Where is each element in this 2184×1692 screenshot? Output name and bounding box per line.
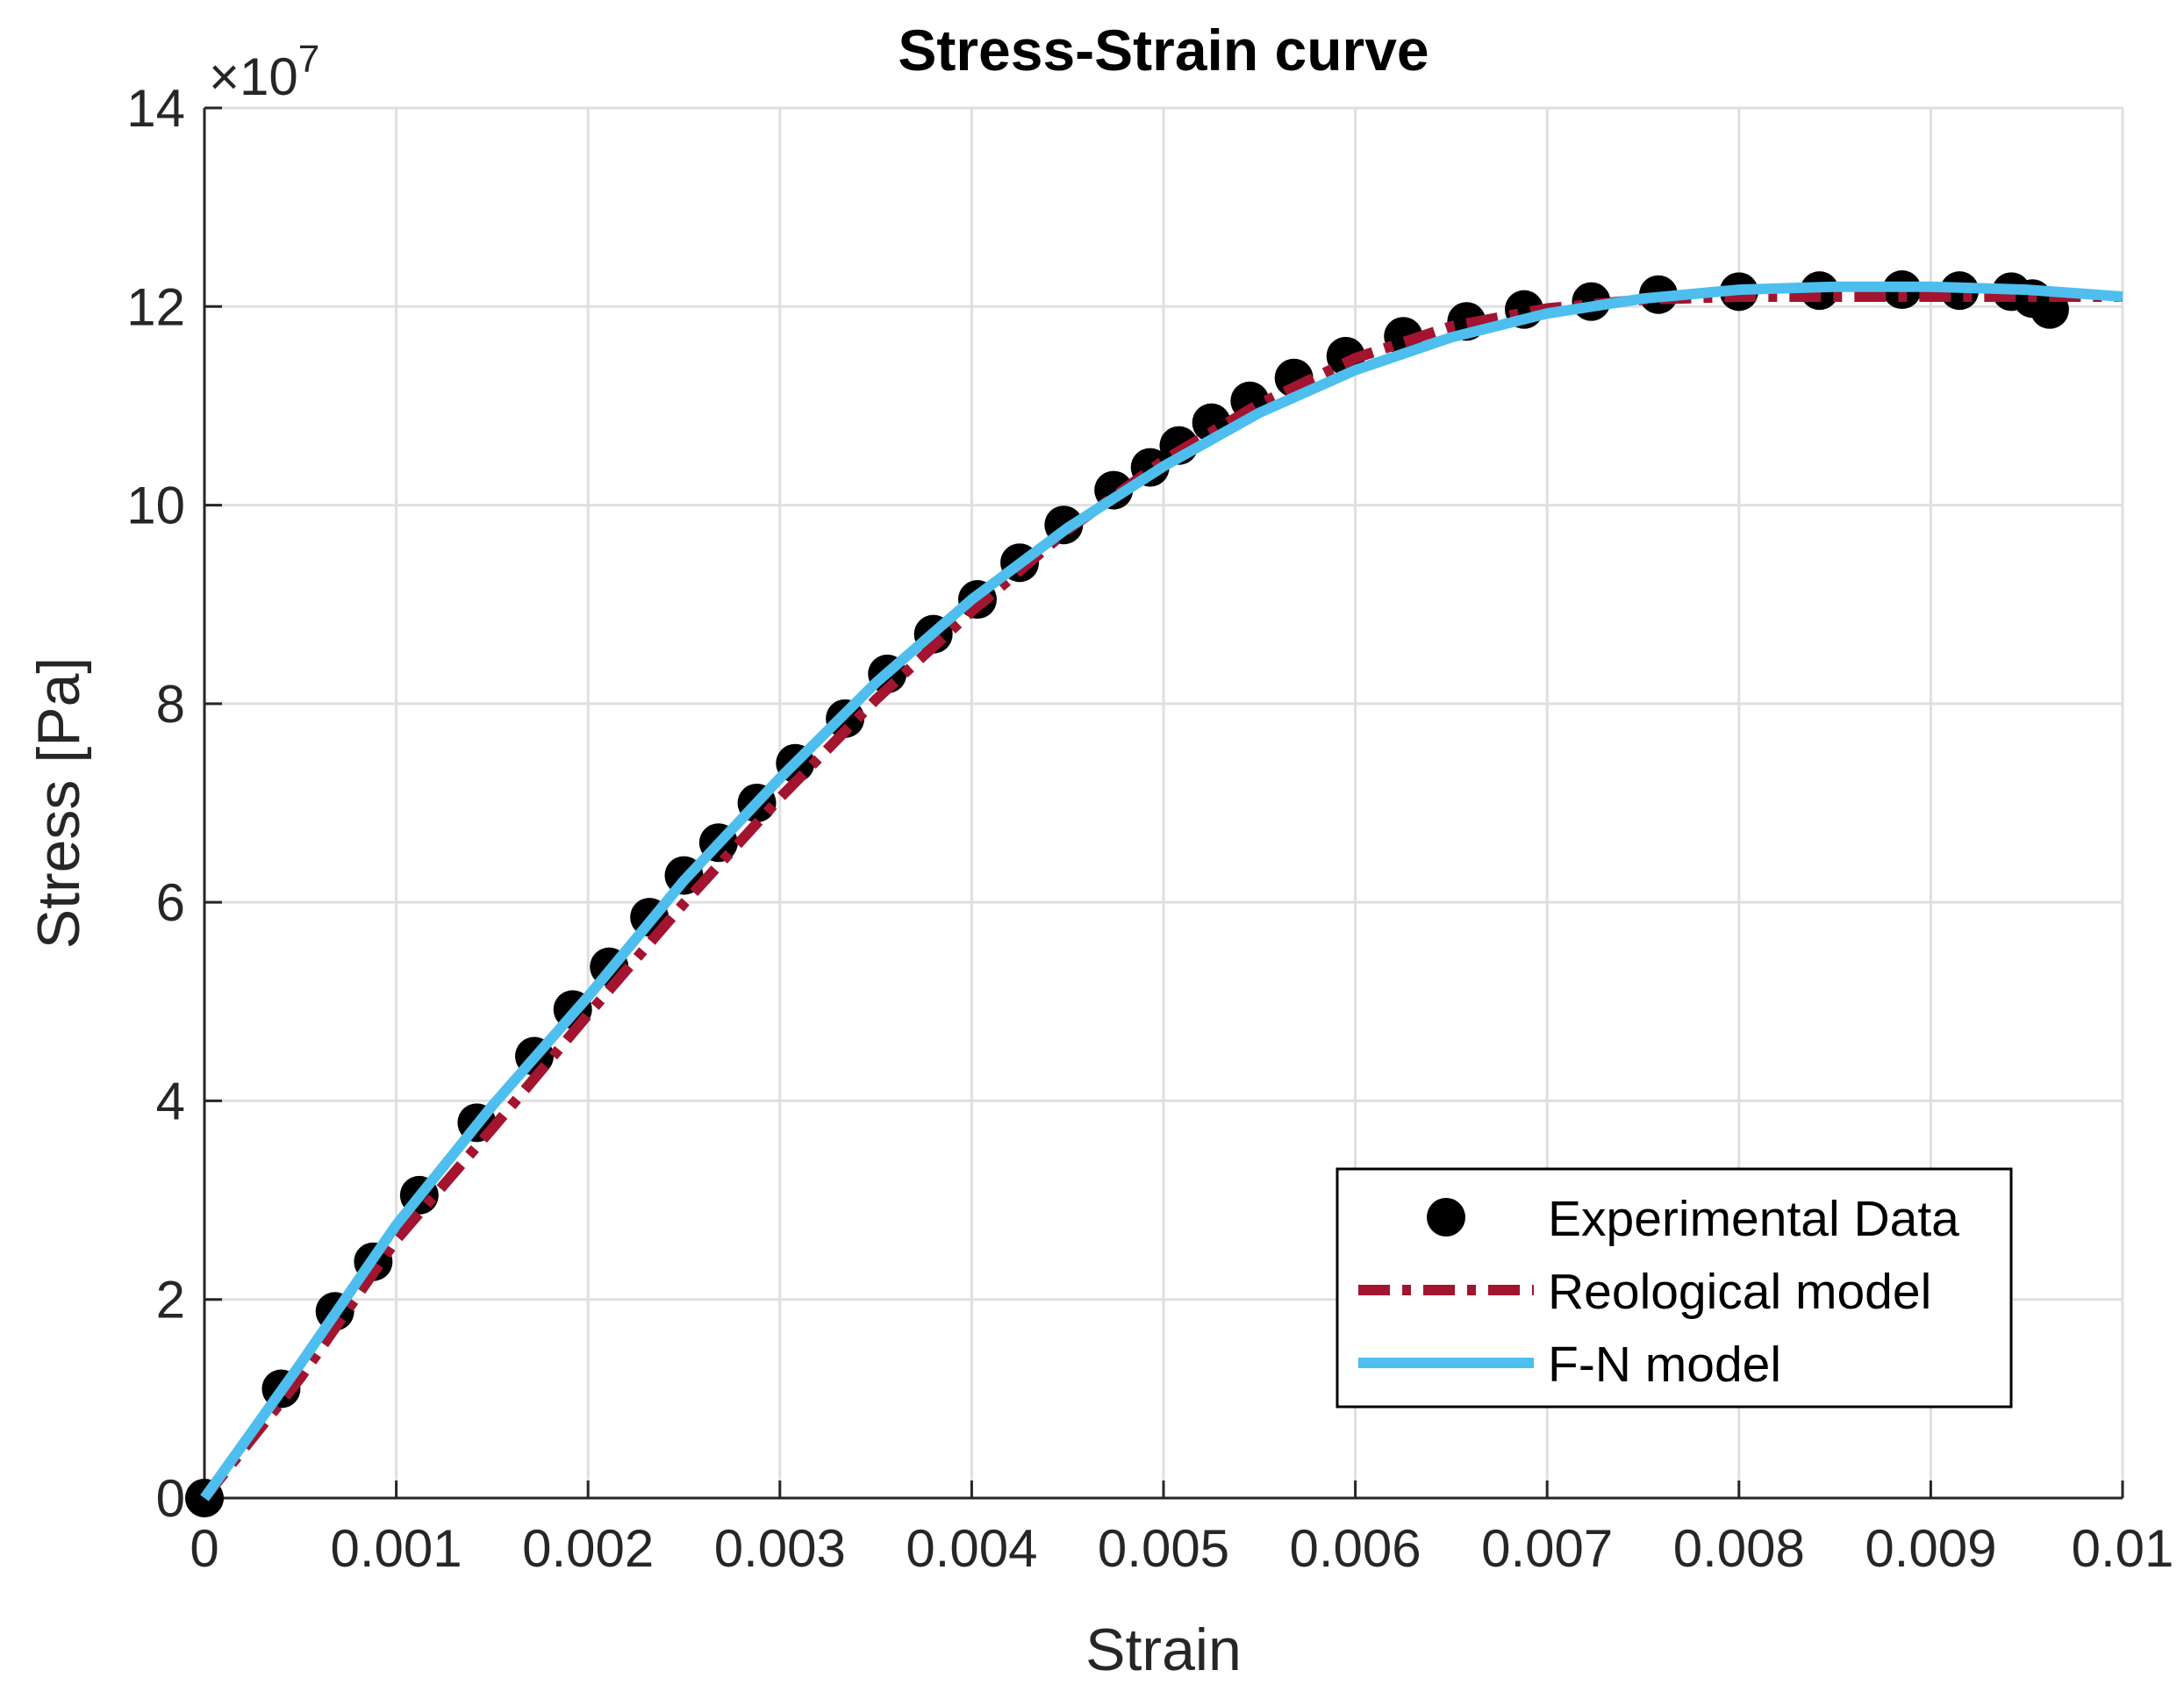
legend-marker-experimental: [1427, 1198, 1465, 1237]
x-tick-label: 0.008: [1673, 1519, 1805, 1578]
y-exponent-base: ×10: [209, 47, 298, 106]
x-tick-label: 0.004: [906, 1519, 1037, 1578]
legend: Experimental Data Reological model F-N m…: [1335, 1167, 2013, 1409]
y-exponent-label: ×107: [209, 38, 319, 106]
y-tick-label: 12: [126, 277, 185, 336]
reological-model-line: [200, 291, 2123, 1502]
y-exponent-power: 7: [298, 38, 319, 81]
y-tick-label: 14: [126, 79, 185, 138]
x-tick-label: 0: [190, 1519, 218, 1578]
y-axis-label: Stress [Pa]: [25, 657, 92, 950]
x-axis-label: Strain: [1085, 1617, 1242, 1683]
series-layer: [185, 270, 2123, 1517]
chart-title: Stress-Strain curve: [898, 18, 1429, 82]
legend-label-experimental: Experimental Data: [1548, 1191, 1959, 1247]
y-tick-label: 6: [156, 873, 185, 932]
x-tick-label: 0.001: [331, 1519, 462, 1578]
x-tick-label: 0.002: [522, 1519, 654, 1578]
y-tick-label: 10: [126, 477, 185, 535]
y-tick-label: 4: [156, 1072, 185, 1130]
y-tick-label: 8: [156, 675, 185, 734]
x-tick-label: 0.01: [2072, 1519, 2174, 1578]
x-tick-label: 0.009: [1865, 1519, 1996, 1578]
y-tick-label: 2: [156, 1271, 185, 1330]
y-tick-label: 0: [156, 1469, 185, 1528]
x-tick-label: 0.005: [1098, 1519, 1229, 1578]
x-tick-label: 0.006: [1290, 1519, 1421, 1578]
x-tick-label: 0.003: [714, 1519, 846, 1578]
fn-model-line: [200, 281, 2123, 1502]
tick-labels: 0 0.001 0.002 0.003 0.004 0.005 0.006 0.007 0.00…: [126, 79, 2173, 1578]
x-tick-label: 0.007: [1481, 1519, 1613, 1578]
legend-label-fn: F-N model: [1548, 1337, 1781, 1393]
legend-label-reological: Reological model: [1548, 1264, 1931, 1320]
